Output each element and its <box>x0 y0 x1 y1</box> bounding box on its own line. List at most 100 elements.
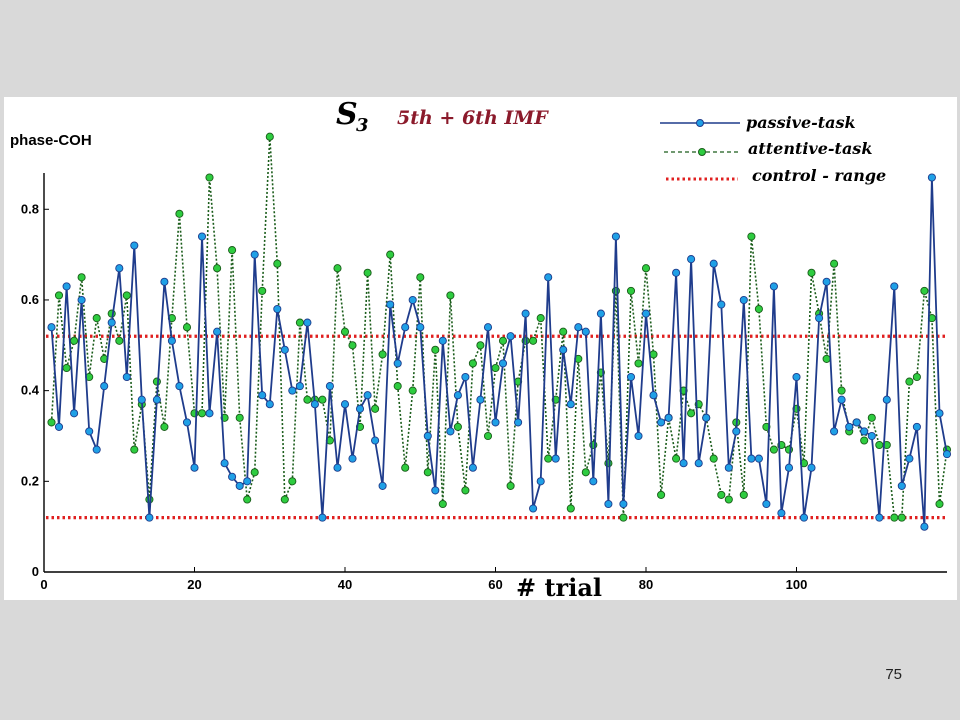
data-point <box>544 273 553 282</box>
data-point <box>717 300 726 309</box>
data-point <box>566 400 575 409</box>
data-point <box>213 264 222 273</box>
passive-task-series <box>47 173 952 531</box>
data-point <box>830 259 839 268</box>
data-point <box>611 286 620 295</box>
data-point <box>544 454 553 463</box>
data-point <box>386 250 395 259</box>
data-point <box>619 499 628 509</box>
data-point <box>182 418 192 427</box>
x-ticks: 0 20 40 60 80 100 <box>40 567 807 592</box>
data-point <box>461 372 470 382</box>
data-point <box>935 499 944 509</box>
data-point <box>852 418 861 427</box>
data-point <box>453 391 462 400</box>
data-point <box>416 273 425 282</box>
data-point <box>228 246 237 255</box>
data-point <box>295 318 304 327</box>
data-point <box>657 490 666 499</box>
data-point <box>446 291 455 300</box>
data-point <box>258 286 267 295</box>
data-point <box>130 241 139 250</box>
data-point <box>408 386 417 395</box>
data-point <box>235 413 244 422</box>
data-point <box>431 345 440 354</box>
data-point <box>649 391 658 400</box>
data-point <box>649 350 658 359</box>
y-axis-label: phase-COH <box>10 132 92 149</box>
data-point <box>115 264 124 273</box>
data-point <box>122 372 131 382</box>
data-point <box>431 486 440 495</box>
data-point <box>581 468 590 477</box>
data-point <box>491 418 500 427</box>
data-point <box>333 264 342 273</box>
data-point <box>596 309 605 318</box>
data-point <box>574 323 583 332</box>
x-tick-label: 80 <box>639 577 653 592</box>
data-point <box>498 359 508 368</box>
data-point <box>423 468 432 477</box>
attentive-task-series <box>47 132 952 522</box>
data-point <box>476 395 485 404</box>
data-point <box>724 495 733 504</box>
data-point <box>145 495 154 504</box>
data-point <box>619 513 628 522</box>
data-point <box>363 391 372 400</box>
legend-attentive-label: attentive-task <box>748 139 872 158</box>
y-tick-label: 0 <box>32 564 39 579</box>
data-point <box>243 495 252 504</box>
data-point <box>912 422 921 431</box>
data-point <box>830 427 839 436</box>
data-point <box>822 354 831 363</box>
data-point <box>310 400 319 409</box>
data-point <box>318 395 327 404</box>
legend-passive-label: passive-task <box>746 113 856 132</box>
data-point <box>220 459 229 468</box>
data-point <box>295 382 304 391</box>
data-point <box>634 359 643 368</box>
data-point <box>348 341 357 350</box>
data-point <box>837 386 846 395</box>
chart-title: 5th + 6th IMF <box>397 107 549 129</box>
data-point <box>687 255 696 264</box>
data-point <box>54 291 64 300</box>
data-point <box>115 336 124 345</box>
subject-subscript: 3 <box>356 115 369 136</box>
data-point <box>626 372 636 382</box>
data-point <box>228 472 237 481</box>
x-axis-label: # trial <box>516 573 602 600</box>
data-point <box>197 409 207 418</box>
x-tick-label: 0 <box>40 577 47 592</box>
data-point <box>657 418 666 427</box>
data-point <box>920 286 929 295</box>
data-point <box>461 486 470 495</box>
data-point <box>807 463 816 472</box>
control-range-lines <box>46 334 947 520</box>
data-point <box>250 250 259 259</box>
data-point <box>837 395 846 404</box>
y-tick-label: 0.2 <box>21 473 39 488</box>
data-point <box>408 295 417 305</box>
data-point <box>288 477 297 486</box>
data-point <box>152 377 161 386</box>
series-line <box>50 177 948 527</box>
data-point <box>536 314 545 323</box>
data-point <box>732 427 741 436</box>
data-point <box>905 454 914 463</box>
data-point <box>386 300 395 309</box>
data-point <box>92 445 101 454</box>
data-point <box>897 481 906 490</box>
data-point <box>371 404 380 413</box>
data-point <box>303 395 312 404</box>
data-point <box>393 359 402 368</box>
data-point <box>70 409 79 418</box>
data-point <box>491 363 500 373</box>
data-point <box>77 273 86 282</box>
data-point <box>122 291 131 300</box>
data-point <box>724 463 733 472</box>
data-point <box>423 431 432 441</box>
data-point <box>130 445 139 454</box>
data-point <box>303 318 312 327</box>
data-point <box>446 427 455 436</box>
